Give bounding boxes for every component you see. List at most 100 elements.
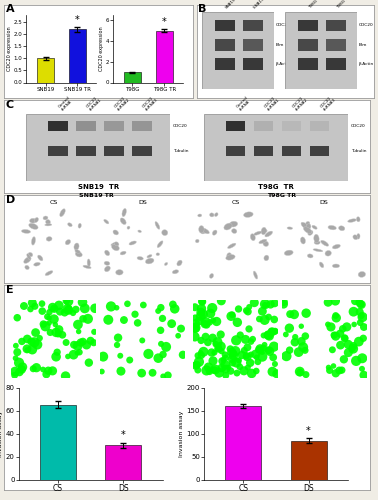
Ellipse shape (129, 241, 136, 245)
Ellipse shape (312, 226, 317, 229)
Ellipse shape (155, 222, 160, 230)
Point (260, 226, 266, 234)
Point (90, 160, 96, 168)
Bar (310, 120, 329, 130)
Bar (68, 30, 86, 82)
Bar (48, 120, 68, 130)
Bar (76, 146, 96, 156)
Ellipse shape (46, 236, 52, 241)
Ellipse shape (138, 230, 141, 232)
Point (278, 268, 284, 276)
Ellipse shape (321, 240, 328, 246)
Point (267, 220, 273, 228)
Ellipse shape (104, 266, 110, 272)
Text: CDC20
shRNA3: CDC20 shRNA3 (319, 94, 337, 112)
Bar (215, 20, 235, 32)
Ellipse shape (214, 212, 218, 216)
Bar (254, 120, 273, 130)
Ellipse shape (212, 230, 217, 235)
Text: A: A (6, 4, 14, 14)
Bar (310, 146, 329, 156)
Ellipse shape (325, 250, 332, 256)
Point (356, 270, 363, 278)
Point (330, 101, 336, 109)
Bar (298, 20, 318, 32)
Text: CDC20
shRNA2: CDC20 shRNA2 (291, 94, 309, 112)
Ellipse shape (308, 230, 313, 235)
Ellipse shape (22, 230, 31, 234)
Ellipse shape (348, 219, 356, 222)
Ellipse shape (122, 208, 126, 216)
Ellipse shape (332, 264, 339, 268)
Text: CDC20: CDC20 (359, 24, 373, 28)
Ellipse shape (34, 262, 40, 266)
Ellipse shape (60, 209, 65, 216)
Point (147, 7, 153, 15)
Text: SNB19 TR: SNB19 TR (79, 193, 114, 198)
Text: CDC20: CDC20 (351, 124, 366, 128)
Ellipse shape (307, 254, 313, 258)
Text: CDC20
shRNA3: CDC20 shRNA3 (142, 94, 159, 112)
Point (365, 140, 371, 148)
Ellipse shape (28, 252, 33, 257)
Ellipse shape (46, 220, 50, 224)
Bar (40, 405, 76, 480)
Bar (226, 120, 245, 130)
Text: SNB19  TR: SNB19 TR (77, 184, 119, 190)
Bar (105, 446, 141, 480)
Bar (215, 58, 235, 70)
Text: SNB19 TR: SNB19 TR (253, 0, 270, 10)
Ellipse shape (31, 236, 36, 245)
Bar (298, 39, 318, 50)
Bar (155, 30, 173, 82)
Point (85, 280, 91, 288)
Ellipse shape (38, 255, 43, 261)
Ellipse shape (250, 234, 255, 240)
Ellipse shape (287, 227, 293, 230)
Ellipse shape (87, 259, 90, 266)
Ellipse shape (75, 252, 82, 257)
Text: B: B (198, 4, 207, 14)
Text: DS: DS (320, 200, 328, 204)
Ellipse shape (74, 243, 79, 250)
Bar (243, 20, 263, 32)
Ellipse shape (78, 224, 81, 228)
Text: *: * (75, 15, 80, 25)
Ellipse shape (328, 226, 336, 230)
Text: T98G TR: T98G TR (336, 0, 351, 10)
Text: CDC20
shRNA2: CDC20 shRNA2 (114, 94, 131, 112)
Ellipse shape (313, 249, 323, 252)
Text: Tubulin: Tubulin (173, 149, 189, 153)
Ellipse shape (29, 224, 38, 230)
Ellipse shape (224, 223, 232, 230)
Point (303, 108, 309, 116)
Text: C: C (6, 100, 14, 110)
Point (145, 262, 151, 270)
Text: T98G TR: T98G TR (267, 193, 296, 198)
Bar (282, 146, 301, 156)
Ellipse shape (116, 270, 123, 275)
Bar (254, 146, 273, 156)
Point (196, 85, 202, 93)
Ellipse shape (75, 250, 80, 254)
Ellipse shape (199, 226, 204, 233)
Text: DS: DS (138, 200, 147, 204)
Ellipse shape (68, 223, 72, 226)
Ellipse shape (45, 224, 52, 226)
Y-axis label: CDC20 expression: CDC20 expression (99, 26, 104, 71)
Bar (76, 120, 96, 130)
Point (287, 36, 293, 44)
Text: *: * (162, 17, 167, 27)
Ellipse shape (229, 222, 238, 227)
Ellipse shape (25, 266, 29, 270)
Ellipse shape (162, 230, 168, 235)
Ellipse shape (172, 270, 179, 274)
Ellipse shape (120, 218, 126, 224)
Text: Tubulin: Tubulin (351, 149, 366, 153)
Ellipse shape (253, 271, 258, 279)
Ellipse shape (45, 270, 53, 276)
Ellipse shape (65, 240, 71, 245)
Ellipse shape (27, 254, 31, 260)
Ellipse shape (301, 237, 305, 244)
Ellipse shape (177, 260, 182, 266)
